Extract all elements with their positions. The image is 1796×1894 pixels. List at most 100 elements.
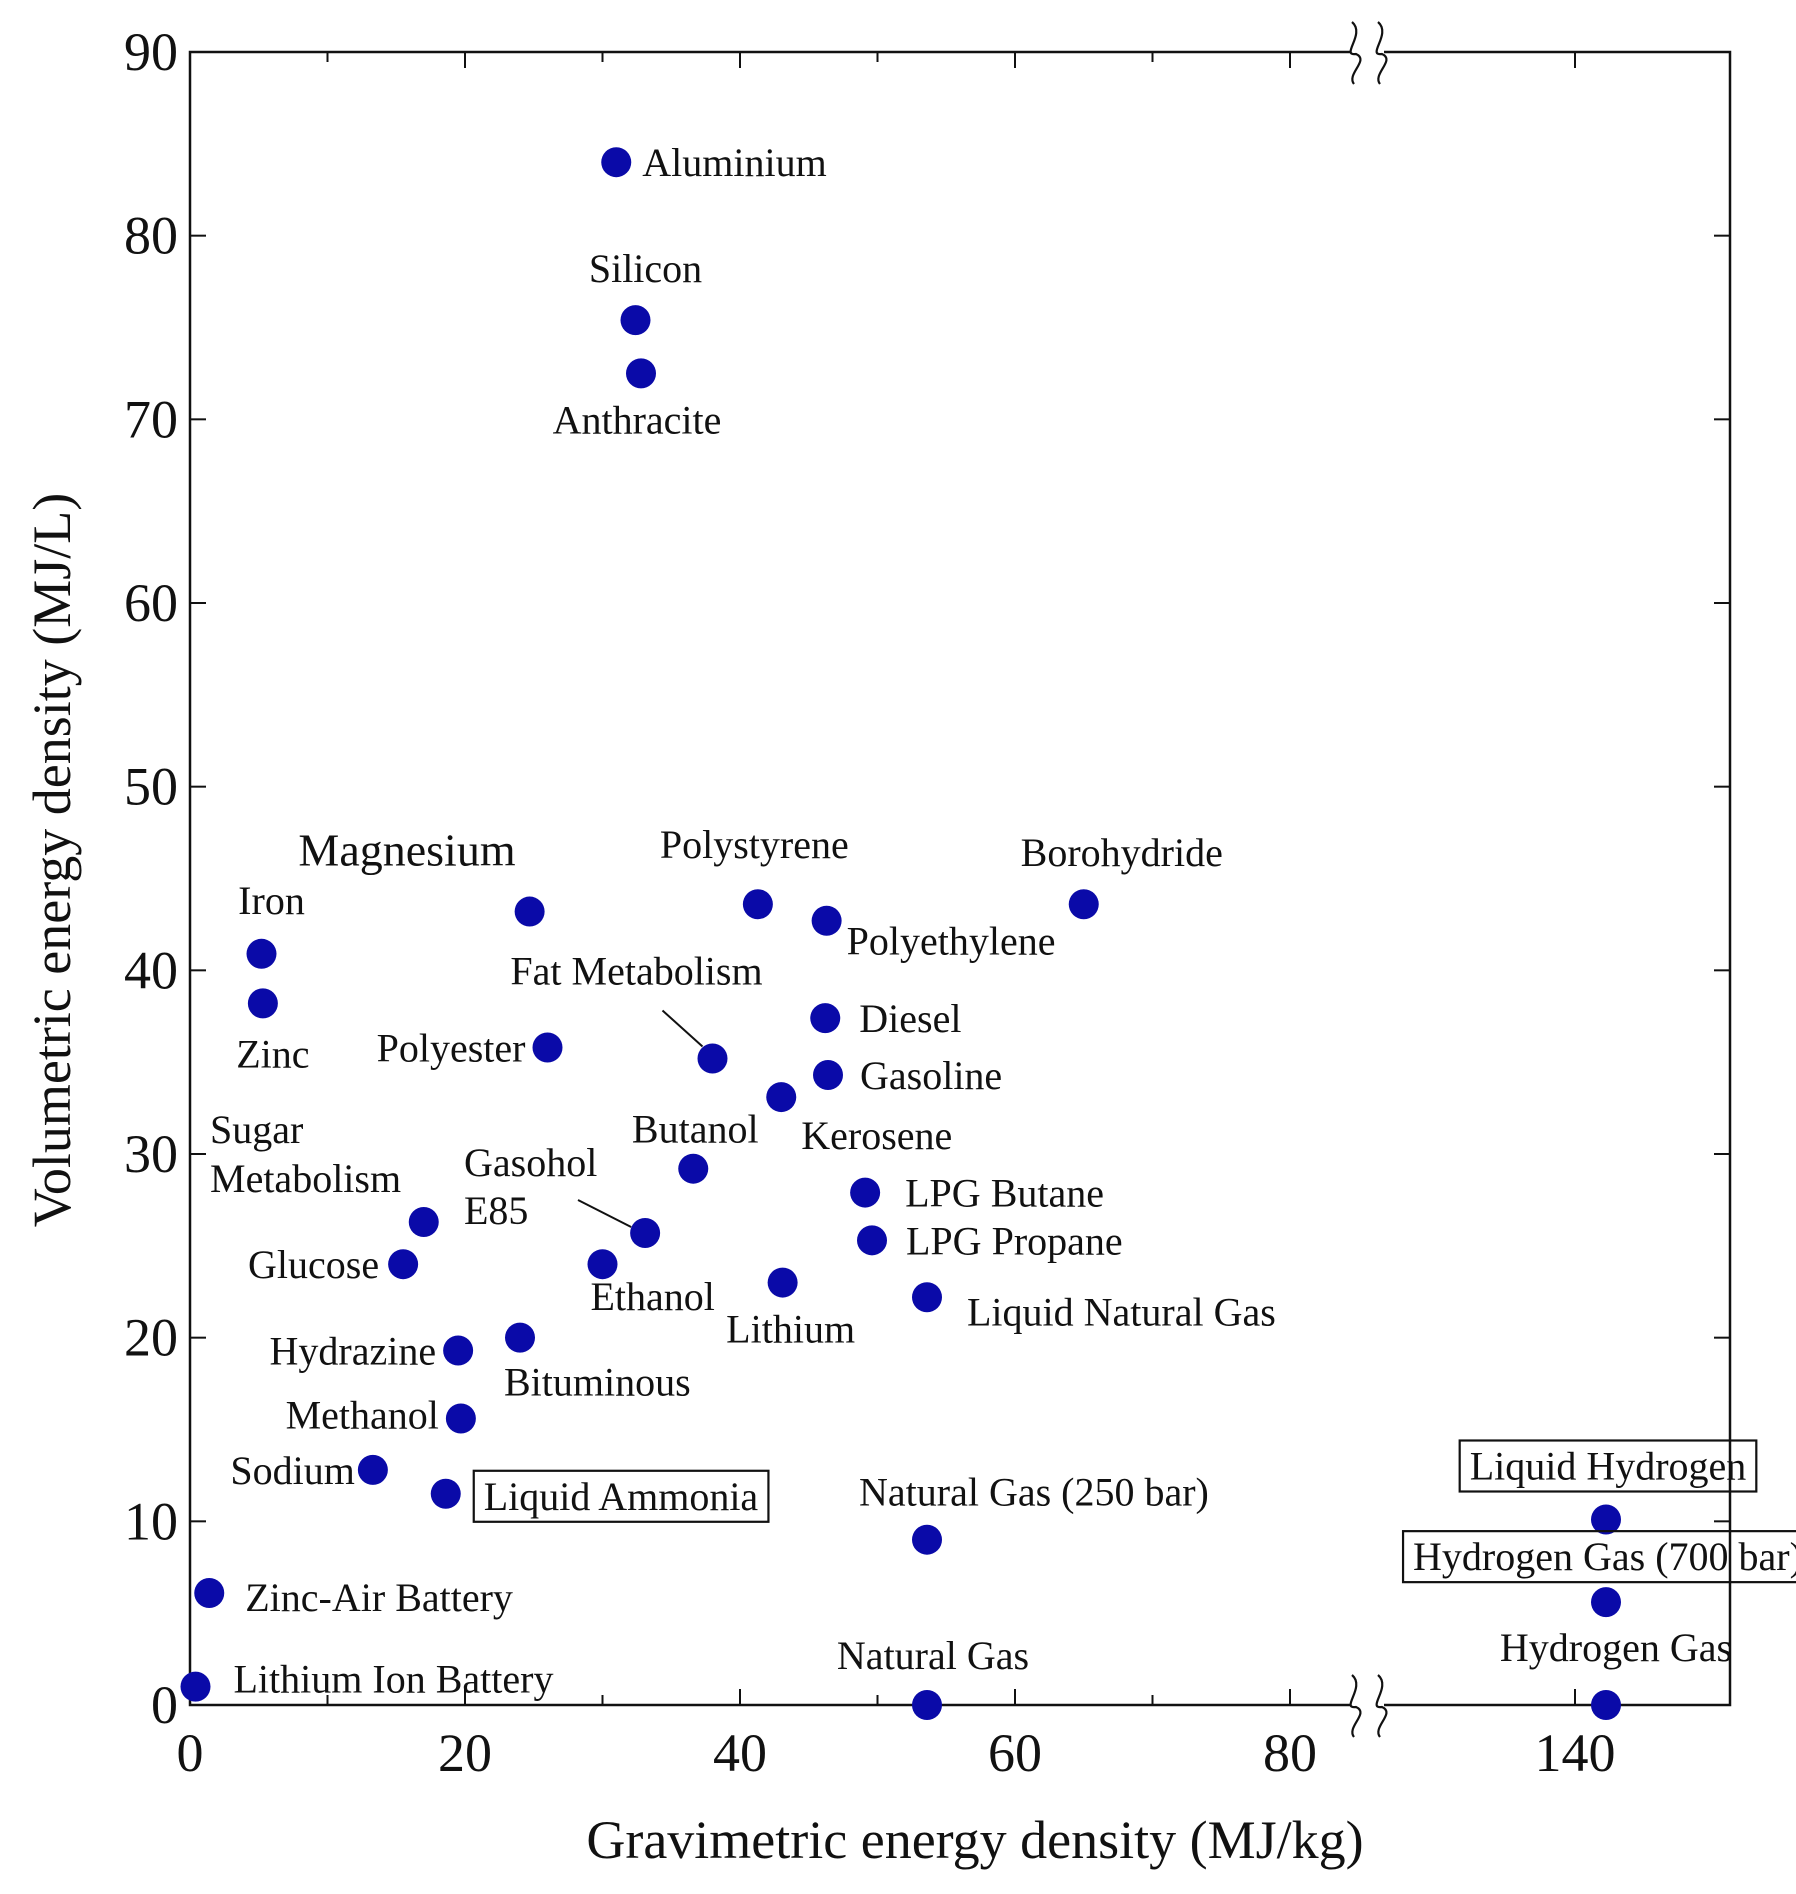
data-point: [912, 1524, 942, 1555]
label-box: [472, 1469, 770, 1523]
plot-border: [188, 50, 1732, 1707]
data-point: [601, 147, 632, 178]
y-tick-label: 70: [124, 389, 178, 449]
data-point: [246, 938, 277, 969]
label-box: [1458, 1439, 1758, 1493]
axis-break-mark: [1349, 21, 1362, 85]
point-label: E85: [464, 1188, 528, 1233]
y-tick-label: 60: [124, 573, 178, 633]
y-tick-label: 10: [124, 1491, 178, 1551]
data-point: [767, 1267, 798, 1298]
x-tick-label: 60: [988, 1723, 1042, 1783]
y-tick-label: 30: [124, 1124, 178, 1184]
data-point: [1591, 1587, 1621, 1618]
point-label: Liquid Ammonia: [484, 1474, 759, 1519]
y-tick-label: 80: [124, 206, 178, 266]
y-tick-label: 50: [124, 757, 178, 817]
data-point: [630, 1217, 661, 1248]
axis-break-marks: [1349, 21, 1388, 1738]
x-tick-label: 40: [713, 1723, 767, 1783]
data-point: [1068, 889, 1099, 920]
leader-line: [577, 1199, 632, 1228]
x-tick-label: 140: [1535, 1723, 1616, 1783]
point-label: Fat Metabolism: [510, 948, 762, 993]
data-point: [626, 358, 656, 389]
data-point: [912, 1282, 942, 1313]
point-label: Borohydride: [1021, 830, 1223, 875]
data-point: [678, 1153, 709, 1184]
label-box: [1401, 1530, 1796, 1584]
data-point: [1591, 1690, 1621, 1720]
point-label: Polyethylene: [847, 919, 1056, 964]
x-axis-title: Gravimetric energy density (MJ/kg): [586, 1810, 1363, 1870]
point-label: Liquid Natural Gas: [967, 1289, 1276, 1334]
leader-lines: [577, 1009, 704, 1228]
point-labels: Aluminium Silicon Anthracite Magnesium Polys…: [210, 140, 1796, 1702]
data-point: [912, 1690, 942, 1720]
point-label: Glucose: [248, 1242, 379, 1287]
axis-break-mark: [1349, 1674, 1362, 1738]
y-axis-title: Volumetric energy density (MJ/L): [22, 493, 82, 1227]
point-label: Anthracite: [553, 397, 722, 442]
point-label: Gasohol: [464, 1140, 597, 1185]
axis-ticks: [189, 51, 1731, 1706]
y-tick-label: 20: [124, 1308, 178, 1368]
point-label: Iron: [238, 878, 305, 923]
point-label: Polyester: [377, 1025, 526, 1070]
data-point: [357, 1454, 388, 1485]
point-label: Magnesium: [298, 825, 515, 876]
data-point: [742, 889, 773, 920]
point-label: Natural Gas (250 bar): [859, 1470, 1209, 1515]
point-label: Hydrogen Gas: [1500, 1625, 1732, 1670]
point-label: Silicon: [589, 246, 702, 291]
x-tick-label: 20: [438, 1723, 492, 1783]
point-label: Butanol: [632, 1107, 759, 1152]
data-point: [194, 1577, 225, 1608]
data-point: [388, 1249, 419, 1280]
point-label: Zinc-Air Battery: [245, 1575, 513, 1620]
data-point: [505, 1322, 535, 1353]
data-point: [766, 1082, 797, 1113]
leader-line: [661, 1009, 704, 1048]
point-label: Lithium: [726, 1307, 855, 1352]
point-label: Metabolism: [210, 1156, 401, 1201]
point-label: Kerosene: [801, 1113, 952, 1158]
point-label: Methanol: [286, 1392, 439, 1437]
point-label: Hydrogen Gas (700 bar): [1413, 1534, 1796, 1579]
point-label: Natural Gas: [837, 1633, 1029, 1678]
point-label: Bituminous: [504, 1360, 691, 1405]
point-label: Sodium: [230, 1448, 354, 1493]
data-point: [850, 1177, 881, 1208]
x-tick-label: 80: [1263, 1723, 1317, 1783]
point-label: Zinc: [236, 1031, 309, 1076]
point-label: Gasoline: [860, 1053, 1002, 1098]
y-tick-label: 40: [124, 940, 178, 1000]
data-point: [697, 1043, 728, 1074]
axis-break-mark: [1375, 1674, 1388, 1738]
data-point: [810, 1003, 841, 1034]
data-point: [247, 988, 278, 1019]
data-point: [813, 1060, 843, 1091]
point-label: Sugar: [210, 1107, 303, 1152]
data-points: [180, 147, 1621, 1720]
data-point: [1591, 1504, 1621, 1535]
point-label: LPG Butane: [905, 1171, 1104, 1216]
y-tick-label: 0: [151, 1675, 178, 1735]
point-label: Diesel: [859, 996, 961, 1041]
data-point: [587, 1249, 618, 1280]
data-point: [443, 1335, 474, 1366]
data-point: [408, 1206, 439, 1237]
point-label: Polystyrene: [660, 822, 849, 867]
data-point: [180, 1671, 211, 1702]
point-label: Aluminium: [642, 140, 826, 185]
point-label: Ethanol: [591, 1274, 715, 1319]
data-point: [620, 305, 651, 336]
point-label: Liquid Hydrogen: [1470, 1443, 1747, 1488]
plot-frame: [188, 50, 1732, 1707]
point-label: LPG Propane: [906, 1218, 1123, 1263]
point-label: Lithium Ion Battery: [234, 1657, 554, 1702]
data-point: [532, 1032, 563, 1063]
y-tick-label: 90: [124, 22, 178, 82]
point-label: Hydrazine: [270, 1329, 437, 1374]
